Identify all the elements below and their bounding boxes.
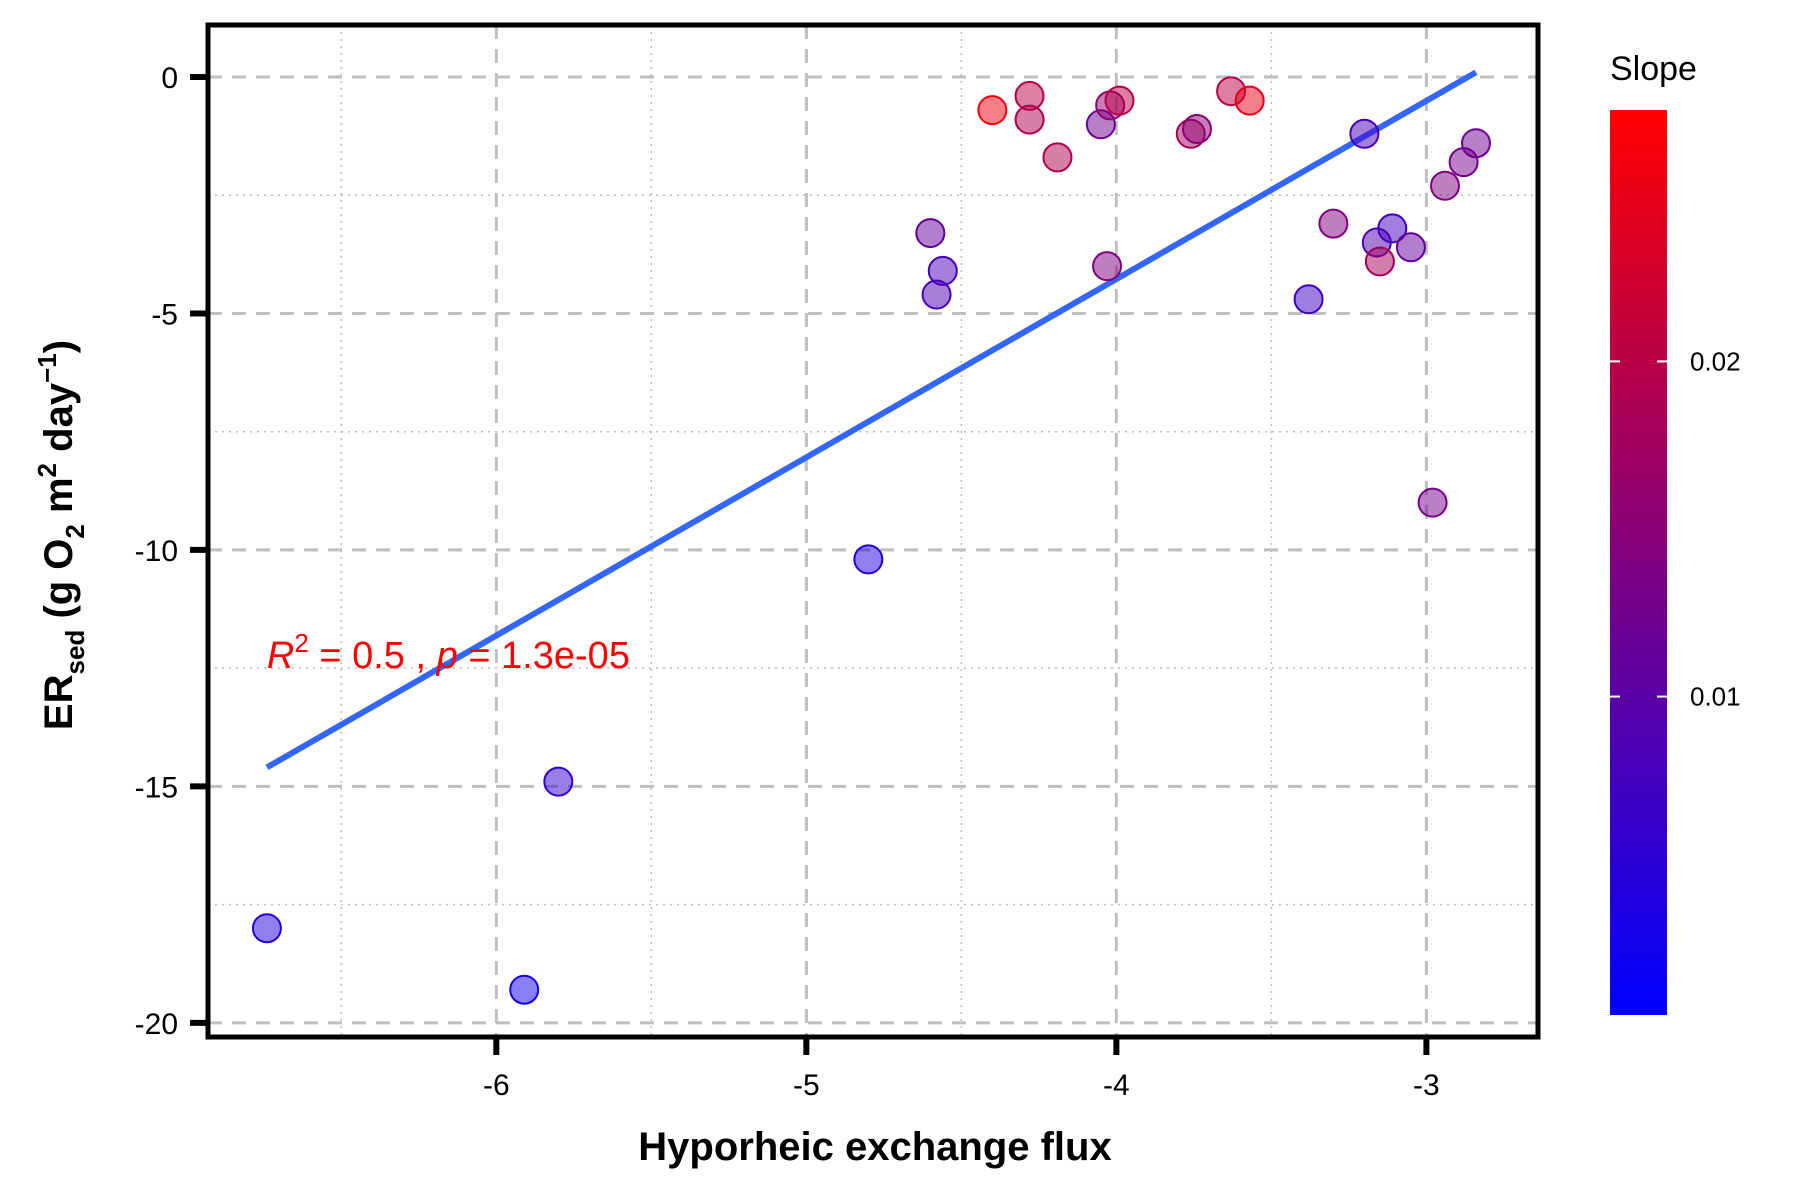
y-title-day: day [37,382,81,463]
y-tick-label: -10 [135,535,178,568]
data-point [1092,251,1123,282]
grid-lines [208,25,1538,1037]
y-tick-label: 0 [161,62,178,95]
annotation-mid: = 0.5 , [309,635,437,677]
x-tick-label: -5 [793,1069,820,1102]
regression-annotation: R2 = 0.5 , p = 1.3e-05 [267,628,630,677]
data-point [543,766,574,797]
x-axis-ticks: -6 -5 -4 -3 [483,1037,1440,1102]
y-title-m: m [37,477,81,524]
legend-ticks: 0.02 0.01 [1610,346,1741,712]
data-point [1429,170,1460,201]
data-point [1349,118,1380,149]
y-axis-title: ERsed (g O2 m2 day−1) [32,340,90,730]
y-tick-label: -5 [151,298,178,331]
data-point [1042,142,1073,173]
data-point [1377,213,1408,244]
y-tick-label: -15 [135,771,178,804]
data-point [853,544,884,575]
data-point [921,279,952,310]
y-title-units-open: (g O [37,539,81,630]
legend-colorbar [1610,110,1667,1015]
y-title-o-sub: 2 [60,524,90,538]
data-point [915,218,946,249]
y-title-sub: sed [60,630,90,675]
data-points [251,76,1491,1005]
color-legend: Slope 0.02 0.01 [1610,50,1741,1015]
data-point [251,913,282,944]
y-title-main: ER [37,674,81,730]
x-tick-label: -3 [1413,1069,1440,1102]
data-point [1417,487,1448,518]
data-point [509,974,540,1005]
y-axis-ticks: 0 -5 -10 -15 -20 [135,62,208,1041]
data-point [1395,232,1426,263]
regression-line-group [265,69,1478,771]
plot-frame [205,22,1541,1040]
legend-tick-label: 0.02 [1690,346,1741,376]
regression-line [265,69,1478,771]
legend-title: Slope [1610,50,1697,88]
x-tick-label: -4 [1103,1069,1130,1102]
annotation-p: p [436,635,458,677]
data-point [1293,284,1324,315]
y-title-close: ) [37,340,81,353]
data-point [1014,104,1045,135]
y-title-m-sup: 2 [32,463,62,477]
x-axis-title: Hyporheic exchange flux [638,1125,1111,1169]
legend-tick-label: 0.01 [1690,682,1741,712]
annotation-end: = 1.3e-05 [458,635,630,677]
annotation-r-sup: 2 [294,628,308,658]
data-point [1104,85,1135,116]
data-point [1364,246,1395,277]
y-tick-label: -20 [135,1008,178,1041]
data-point [1234,85,1265,116]
annotation-r: R [267,635,294,677]
data-point [1318,208,1349,239]
data-point [977,95,1008,126]
data-point [1181,114,1212,145]
data-point [1460,128,1491,159]
y-title-day-sup: −1 [32,353,62,383]
x-tick-label: -6 [483,1069,510,1102]
